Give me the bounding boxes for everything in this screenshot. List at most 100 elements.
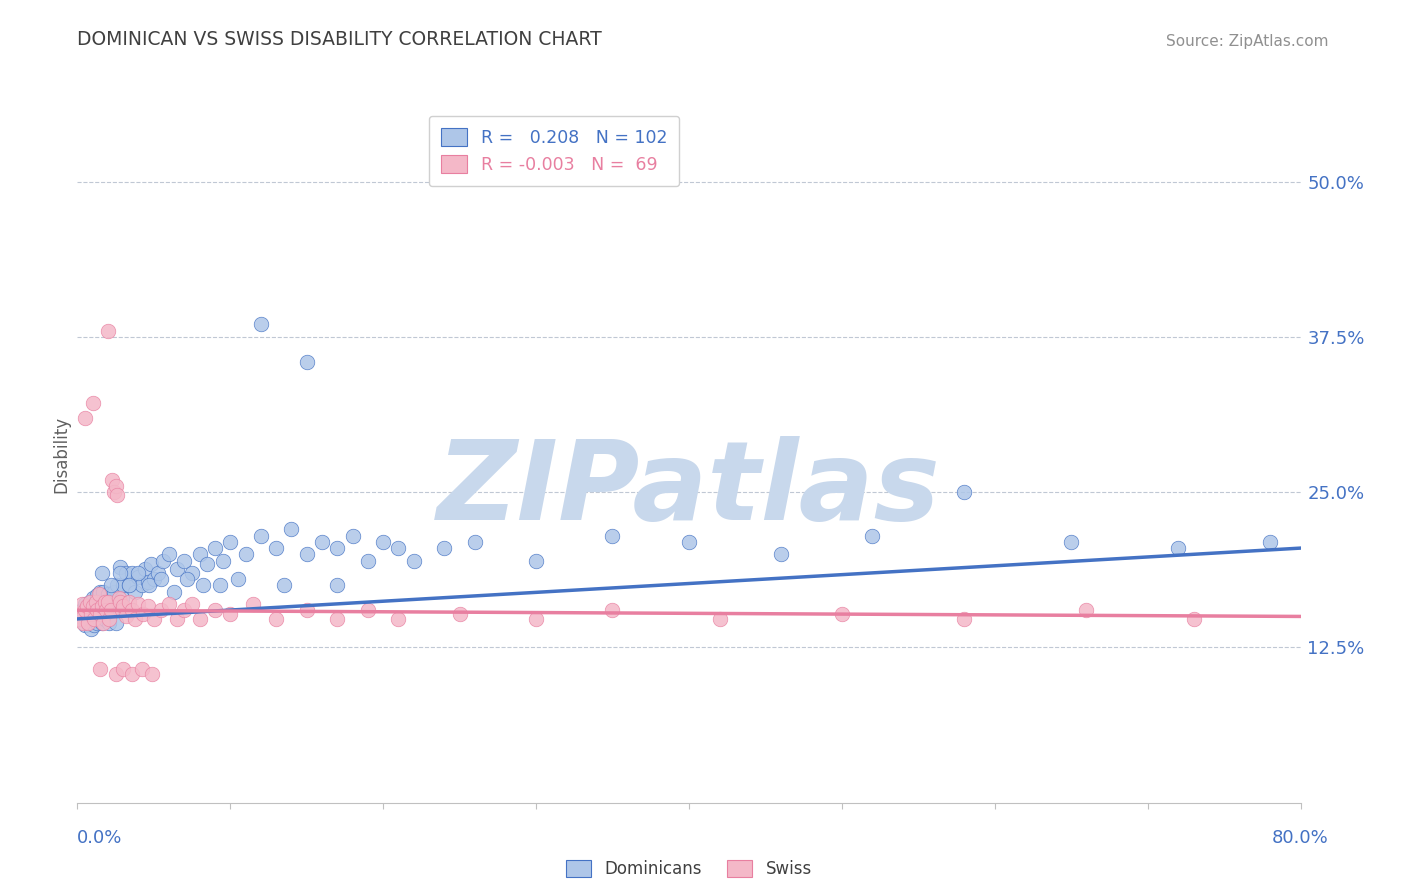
Point bbox=[72, 615, 94, 630]
Point bbox=[150, 572, 173, 586]
Point bbox=[84, 594, 107, 608]
Point bbox=[136, 599, 159, 614]
Point bbox=[204, 603, 226, 617]
Point bbox=[136, 574, 159, 589]
Point bbox=[357, 553, 380, 567]
Text: 80.0%: 80.0% bbox=[1272, 829, 1329, 847]
Point bbox=[79, 594, 101, 608]
Text: Source: ZipAtlas.com: Source: ZipAtlas.com bbox=[1166, 34, 1329, 49]
Point bbox=[107, 591, 129, 605]
Point bbox=[280, 523, 302, 537]
Point bbox=[104, 615, 127, 630]
Point bbox=[831, 607, 853, 621]
Point bbox=[157, 597, 180, 611]
Point bbox=[112, 599, 135, 614]
Point bbox=[152, 553, 174, 567]
Point bbox=[387, 612, 409, 626]
Point bbox=[181, 597, 204, 611]
Point bbox=[118, 578, 141, 592]
Point bbox=[157, 547, 180, 561]
Point bbox=[89, 662, 111, 676]
Point bbox=[91, 584, 114, 599]
Point bbox=[273, 578, 295, 592]
Point bbox=[108, 594, 131, 608]
Point bbox=[295, 355, 318, 369]
Point bbox=[342, 529, 364, 543]
Point bbox=[326, 541, 349, 555]
Point bbox=[77, 599, 100, 614]
Point bbox=[176, 572, 198, 586]
Point bbox=[1060, 535, 1083, 549]
Point bbox=[311, 535, 333, 549]
Y-axis label: Disability: Disability bbox=[52, 417, 70, 493]
Point bbox=[250, 529, 273, 543]
Point bbox=[112, 662, 135, 676]
Point bbox=[97, 594, 120, 608]
Point bbox=[101, 473, 124, 487]
Point bbox=[219, 607, 242, 621]
Point bbox=[86, 603, 108, 617]
Point bbox=[76, 599, 98, 614]
Point bbox=[100, 594, 122, 608]
Point bbox=[326, 612, 349, 626]
Point bbox=[602, 603, 624, 617]
Point bbox=[150, 603, 173, 617]
Point bbox=[82, 599, 104, 614]
Point bbox=[357, 603, 380, 617]
Point bbox=[91, 615, 114, 630]
Point bbox=[104, 479, 127, 493]
Point bbox=[97, 324, 120, 338]
Point bbox=[73, 603, 96, 617]
Point bbox=[402, 553, 425, 567]
Point bbox=[124, 612, 146, 626]
Point bbox=[105, 488, 128, 502]
Point bbox=[131, 662, 153, 676]
Point bbox=[87, 603, 110, 617]
Point bbox=[121, 566, 143, 580]
Point bbox=[90, 615, 112, 630]
Point bbox=[188, 547, 211, 561]
Point bbox=[118, 594, 141, 608]
Point bbox=[115, 609, 138, 624]
Point bbox=[91, 599, 114, 614]
Legend: Dominicans, Swiss: Dominicans, Swiss bbox=[560, 854, 818, 885]
Point bbox=[73, 618, 96, 632]
Point bbox=[82, 591, 104, 605]
Point bbox=[128, 597, 150, 611]
Point bbox=[141, 666, 163, 681]
Point bbox=[100, 578, 122, 592]
Point bbox=[97, 587, 120, 601]
Point bbox=[173, 603, 195, 617]
Point bbox=[709, 612, 731, 626]
Point bbox=[1258, 535, 1281, 549]
Point bbox=[80, 622, 103, 636]
Point bbox=[148, 566, 170, 580]
Text: DOMINICAN VS SWISS DISABILITY CORRELATION CHART: DOMINICAN VS SWISS DISABILITY CORRELATIO… bbox=[77, 30, 602, 49]
Point bbox=[107, 597, 129, 611]
Point bbox=[69, 609, 91, 624]
Point bbox=[73, 410, 96, 425]
Point bbox=[295, 547, 318, 561]
Point bbox=[1167, 541, 1189, 555]
Point bbox=[79, 594, 101, 608]
Point bbox=[181, 566, 204, 580]
Point bbox=[90, 566, 112, 580]
Point bbox=[1076, 603, 1098, 617]
Point bbox=[295, 603, 318, 617]
Point bbox=[250, 318, 273, 332]
Point bbox=[464, 535, 486, 549]
Point bbox=[83, 618, 105, 632]
Point bbox=[80, 607, 103, 621]
Point bbox=[90, 594, 112, 608]
Point bbox=[124, 584, 146, 599]
Point bbox=[142, 572, 165, 586]
Point bbox=[204, 541, 226, 555]
Point bbox=[264, 612, 287, 626]
Point bbox=[86, 588, 108, 602]
Point bbox=[166, 612, 188, 626]
Point bbox=[226, 572, 249, 586]
Point bbox=[138, 578, 160, 592]
Point bbox=[1182, 612, 1205, 626]
Point bbox=[112, 578, 135, 592]
Point bbox=[121, 603, 143, 617]
